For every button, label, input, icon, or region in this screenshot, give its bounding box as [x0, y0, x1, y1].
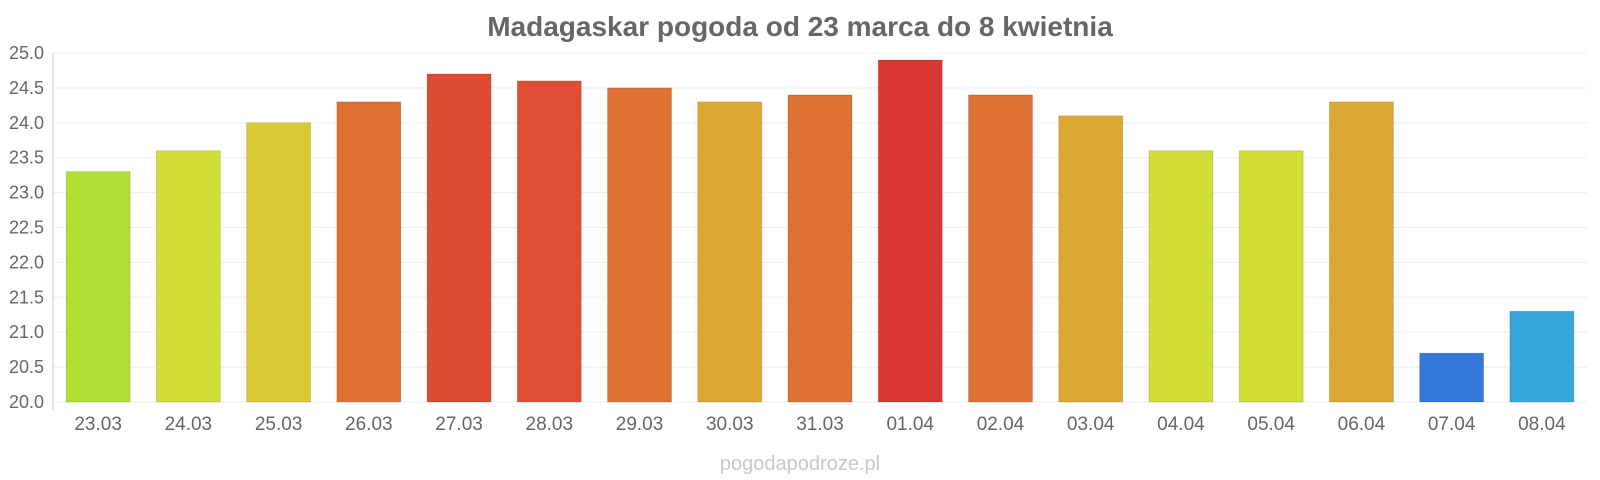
- y-tick-label: 23.0: [9, 183, 44, 203]
- x-tick-label: 30.03: [706, 414, 754, 435]
- bar-23.03: [65, 171, 131, 403]
- x-tick-label: 24.03: [165, 414, 213, 435]
- x-tick-label: 27.03: [435, 414, 483, 435]
- x-tick-label: 04.04: [1157, 414, 1205, 435]
- y-tick-label: 21.5: [9, 287, 44, 307]
- bar-04.04: [1148, 150, 1214, 403]
- bar-07.04: [1419, 352, 1485, 403]
- y-axis-ticks: 20.0 20.5 21.0 21.5 22.0 22.5 23.0 23.5 24.0 24.5…: [9, 43, 44, 412]
- bar-08.04: [1509, 310, 1575, 403]
- x-tick-label: 01.04: [886, 414, 934, 435]
- x-tick-label: 31.03: [796, 414, 844, 435]
- x-tick-label: 29.03: [616, 414, 664, 435]
- bar-27.03: [426, 73, 492, 403]
- x-axis-ticks: 23.03 24.03 25.03 26.03 27.03 28.03 29.03 30.03…: [74, 414, 1566, 435]
- bar-29.03: [607, 87, 673, 403]
- y-tick-label: 20.5: [9, 357, 44, 377]
- bar-31.03: [787, 94, 853, 403]
- x-tick-label: 06.04: [1338, 414, 1386, 435]
- bar-24.03: [155, 150, 221, 403]
- x-tick-label: 07.04: [1428, 414, 1476, 435]
- x-tick-label: 28.03: [526, 414, 574, 435]
- bar-03.04: [1058, 115, 1124, 403]
- bar-28.03: [516, 80, 582, 403]
- y-tick-label: 24.0: [9, 113, 44, 133]
- watermark: pogodapodroze.pl: [720, 453, 880, 475]
- bar-25.03: [246, 122, 312, 403]
- x-tick-label: 03.04: [1067, 414, 1115, 435]
- bar-30.03: [697, 101, 763, 403]
- x-tick-label: 26.03: [345, 414, 393, 435]
- x-tick-label: 02.04: [977, 414, 1025, 435]
- bar-05.04: [1238, 150, 1304, 403]
- bar-06.04: [1328, 101, 1394, 403]
- y-tick-label: 22.0: [9, 252, 44, 272]
- bars: [65, 59, 1575, 403]
- y-tick-label: 24.5: [9, 78, 44, 98]
- bar-01.04: [877, 59, 943, 403]
- chart-title: Madagaskar pogoda od 23 marca do 8 kwiet…: [487, 11, 1113, 42]
- y-tick-label: 23.5: [9, 148, 44, 168]
- y-tick-label: 22.5: [9, 218, 44, 238]
- x-tick-label: 23.03: [74, 414, 122, 435]
- bar-02.04: [967, 94, 1033, 403]
- y-tick-label: 21.0: [9, 322, 44, 342]
- y-tick-label: 25.0: [9, 43, 44, 63]
- x-tick-label: 08.04: [1518, 414, 1566, 435]
- x-tick-label: 25.03: [255, 414, 303, 435]
- x-tick-label: 05.04: [1247, 414, 1295, 435]
- bar-26.03: [336, 101, 402, 403]
- y-tick-label: 20.0: [9, 392, 44, 412]
